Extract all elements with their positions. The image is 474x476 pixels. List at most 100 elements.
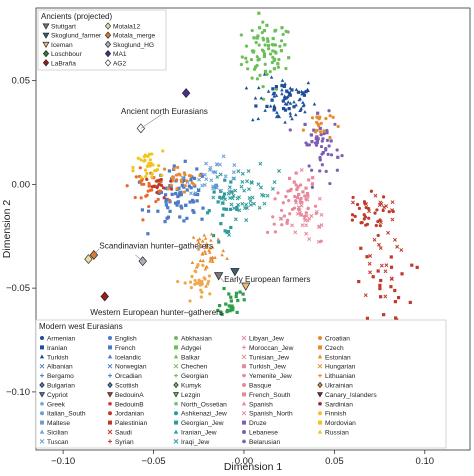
data-point — [362, 200, 367, 204]
legend-marker — [318, 411, 322, 416]
data-point — [197, 188, 201, 193]
data-point — [271, 36, 275, 41]
data-point — [261, 85, 265, 89]
data-point — [282, 84, 286, 89]
legend-entry-label: Bulgarian — [47, 383, 75, 390]
data-point — [235, 310, 239, 315]
data-point — [174, 173, 179, 177]
legend-entry-label: French_South — [249, 392, 291, 399]
data-point — [256, 34, 260, 38]
data-point — [248, 199, 253, 204]
data-point — [193, 282, 197, 286]
data-point — [367, 209, 372, 214]
data-point — [194, 269, 198, 274]
legend-entry-label: North_Ossetian — [181, 401, 227, 408]
data-point — [234, 291, 239, 295]
data-point — [221, 248, 225, 253]
data-point — [164, 200, 168, 204]
data-point — [314, 209, 319, 214]
data-point — [216, 200, 220, 204]
data-point — [257, 26, 262, 30]
legend-marker — [40, 401, 44, 406]
data-point — [140, 208, 144, 212]
data-point — [315, 120, 319, 125]
data-point — [183, 281, 187, 285]
data-point — [234, 295, 238, 299]
data-point — [155, 179, 159, 183]
legend-entry-label: Czech — [325, 345, 344, 352]
legend-entry-label: Canary_Islanders — [325, 392, 377, 399]
data-point — [254, 104, 258, 108]
data-point — [350, 213, 355, 217]
data-point — [272, 94, 276, 98]
data-point — [262, 52, 267, 56]
data-point — [301, 91, 305, 95]
legend-marker — [242, 420, 246, 425]
data-point — [239, 33, 243, 37]
data-point — [268, 104, 273, 108]
data-point — [318, 158, 322, 162]
data-point — [166, 215, 171, 219]
data-point — [179, 190, 183, 194]
data-point — [324, 116, 328, 121]
data-point — [210, 257, 214, 261]
data-point — [284, 66, 288, 71]
data-point — [210, 255, 215, 259]
data-point — [389, 255, 393, 259]
legend-ancients-box — [37, 9, 167, 71]
data-point — [288, 114, 293, 118]
data-point — [155, 190, 159, 195]
data-point — [149, 161, 153, 166]
data-point — [292, 100, 296, 104]
data-point — [144, 174, 148, 179]
data-point — [288, 93, 292, 97]
data-point — [188, 200, 192, 204]
data-point — [319, 133, 323, 137]
legend-marker — [40, 336, 44, 340]
data-point — [307, 164, 311, 168]
legend-marker — [40, 373, 44, 378]
data-point — [283, 102, 288, 106]
data-point — [269, 75, 274, 79]
annotation-label: Early European farmers — [224, 275, 310, 284]
legend-entry-label: Druze — [249, 420, 267, 427]
annotation-leader — [218, 275, 225, 283]
legend-entry-label: Skoglund_HG — [113, 42, 154, 49]
data-point — [273, 230, 277, 234]
data-point — [267, 47, 271, 51]
data-point — [230, 196, 235, 201]
data-point — [223, 178, 227, 182]
data-point — [169, 179, 173, 183]
data-point — [131, 165, 135, 170]
data-point — [280, 78, 285, 82]
data-point — [198, 258, 203, 262]
legend-entry-label: Italian_South — [47, 411, 86, 418]
data-point — [310, 182, 315, 186]
data-point — [363, 215, 368, 219]
data-point — [203, 267, 208, 271]
data-point — [325, 138, 330, 142]
data-point — [252, 36, 256, 40]
data-point — [283, 96, 287, 101]
data-point — [292, 105, 296, 109]
legend-marker — [108, 345, 112, 350]
data-point — [290, 88, 294, 92]
data-point — [239, 62, 244, 67]
data-point — [190, 260, 195, 264]
legend-marker — [318, 420, 322, 425]
data-point — [169, 183, 173, 187]
data-point — [299, 196, 303, 200]
data-point — [376, 242, 381, 247]
legend-entry-label: Balkar — [181, 354, 200, 361]
data-point — [193, 184, 197, 188]
data-point — [273, 29, 277, 33]
data-point — [175, 187, 179, 191]
legend-entry-label: Abkhasian — [181, 336, 212, 343]
data-point — [305, 197, 310, 202]
data-point — [176, 194, 180, 199]
data-point — [241, 292, 245, 296]
data-point — [294, 87, 299, 91]
data-point — [317, 117, 321, 121]
data-point — [283, 82, 287, 86]
legend-marker — [174, 420, 178, 425]
